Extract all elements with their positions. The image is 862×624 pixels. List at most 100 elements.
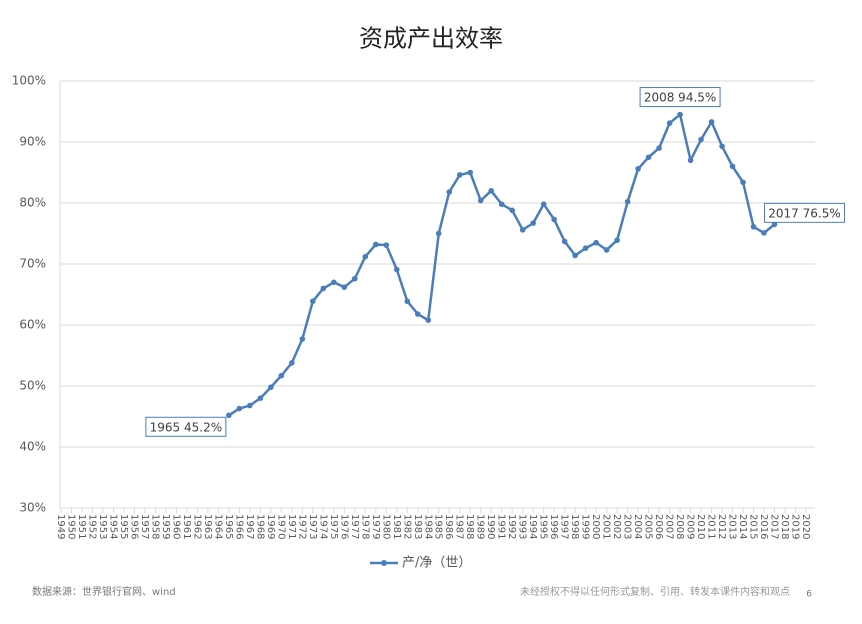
- data-point: [362, 253, 369, 260]
- data-point: [331, 279, 337, 286]
- x-tick-label: 1983: [412, 514, 423, 539]
- x-tick-label: 1960: [170, 514, 181, 539]
- x-tick-label: 1971: [286, 514, 297, 539]
- x-tick-label: 1951: [76, 514, 87, 539]
- y-tick-label: 70%: [19, 257, 46, 271]
- data-point: [719, 143, 725, 150]
- data-point: [509, 207, 515, 214]
- x-tick-label: 1980: [380, 514, 391, 539]
- data-point: [226, 412, 232, 419]
- x-tick-label: 1952: [86, 514, 97, 539]
- data-point: [519, 227, 526, 233]
- data-point: [645, 154, 652, 161]
- x-tick-label: 1958: [149, 514, 160, 539]
- x-tick-label: 2016: [758, 514, 769, 539]
- x-tick-label: 2003: [622, 514, 633, 539]
- data-point: [582, 245, 589, 251]
- data-point: [467, 169, 474, 176]
- data-point: [393, 266, 400, 273]
- data-point: [268, 384, 274, 391]
- x-tick-label: 1969: [265, 514, 276, 539]
- x-tick-label: 1995: [538, 514, 549, 539]
- y-tick-label: 60%: [19, 318, 46, 332]
- data-point: [530, 220, 536, 226]
- data-point: [656, 145, 662, 151]
- x-tick-label: 1974: [317, 514, 328, 539]
- copyright-note: 未经授权不得以任何形式复制、引用、转发本课件内容和观点: [520, 585, 790, 598]
- y-tick-label: 80%: [19, 196, 46, 210]
- data-point: [698, 136, 704, 143]
- x-tick-label: 2009: [685, 514, 696, 539]
- value-label-box: [764, 202, 846, 223]
- x-tick-label: 1986: [443, 514, 454, 539]
- x-tick-label: 1977: [349, 514, 360, 539]
- data-point: [404, 298, 411, 305]
- data-point: [572, 252, 578, 259]
- x-tick-label: 1967: [244, 514, 255, 539]
- data-point: [289, 360, 295, 366]
- x-tick-label: 1978: [359, 514, 370, 539]
- data-point: [257, 395, 264, 402]
- y-tick-label: 50%: [19, 379, 46, 393]
- x-tick-label: 2005: [643, 514, 654, 539]
- x-tick-label: 1987: [454, 514, 465, 539]
- data-point: [498, 201, 505, 208]
- x-tick-label: 1956: [128, 514, 139, 539]
- data-point: [750, 223, 757, 230]
- x-tick-label: 1982: [401, 514, 412, 539]
- x-tick-label: 1950: [65, 514, 76, 539]
- data-point: [341, 284, 348, 290]
- x-tick-label: 1954: [107, 514, 118, 539]
- data-point: [761, 230, 767, 236]
- x-tick-label: 1957: [139, 514, 150, 539]
- x-tick-label: 1976: [338, 514, 349, 539]
- x-tick-label: 1964: [212, 514, 223, 539]
- data-point: [372, 241, 379, 248]
- data-point: [310, 298, 316, 305]
- x-tick-label: 1970: [275, 514, 286, 539]
- x-tick-label: 2013: [727, 514, 738, 539]
- x-tick-label: 2004: [632, 514, 643, 539]
- x-tick-label: 1984: [422, 514, 433, 539]
- y-tick-label: 30%: [19, 501, 46, 515]
- x-tick-label: 2019: [790, 514, 801, 539]
- x-tick-label: 1979: [370, 514, 381, 539]
- x-tick-label: 1961: [181, 514, 192, 539]
- data-point: [687, 157, 694, 164]
- data-point: [666, 120, 673, 126]
- x-tick-label: 1999: [580, 514, 591, 539]
- x-tick-label: 1991: [496, 514, 507, 539]
- data-point: [593, 239, 599, 246]
- data-point: [635, 166, 641, 172]
- x-tick-label: 1992: [506, 514, 517, 539]
- data-point: [414, 311, 421, 317]
- x-tick-label: 2006: [653, 514, 664, 539]
- value-label-box: [145, 416, 227, 437]
- x-tick-label: 1953: [97, 514, 108, 539]
- data-point: [540, 201, 547, 208]
- legend-marker: [381, 560, 387, 566]
- data-point: [677, 111, 683, 118]
- y-tick-label: 40%: [19, 440, 46, 454]
- x-tick-label: 1963: [202, 514, 213, 539]
- x-tick-label: 1968: [254, 514, 265, 539]
- x-tick-label: 2010: [695, 514, 706, 539]
- x-tick-label: 1993: [517, 514, 528, 539]
- x-tick-label: 1965: [223, 514, 234, 539]
- data-point: [320, 285, 327, 292]
- x-tick-label: 1997: [559, 514, 570, 539]
- y-tick-label: 100%: [12, 74, 46, 88]
- data-point: [561, 238, 568, 245]
- source-note: 数据来源：世界银行官网、wind: [32, 585, 176, 598]
- x-tick-label: 2018: [779, 514, 790, 539]
- x-tick-label: 1989: [475, 514, 486, 539]
- x-tick-label: 1975: [328, 514, 339, 539]
- x-tick-label: 1981: [391, 514, 402, 539]
- data-point: [383, 242, 390, 248]
- data-point: [551, 216, 557, 223]
- data-point: [488, 188, 495, 194]
- data-point: [614, 237, 620, 244]
- x-tick-label: 2020: [800, 514, 811, 539]
- data-point: [236, 405, 243, 412]
- data-point: [446, 189, 453, 195]
